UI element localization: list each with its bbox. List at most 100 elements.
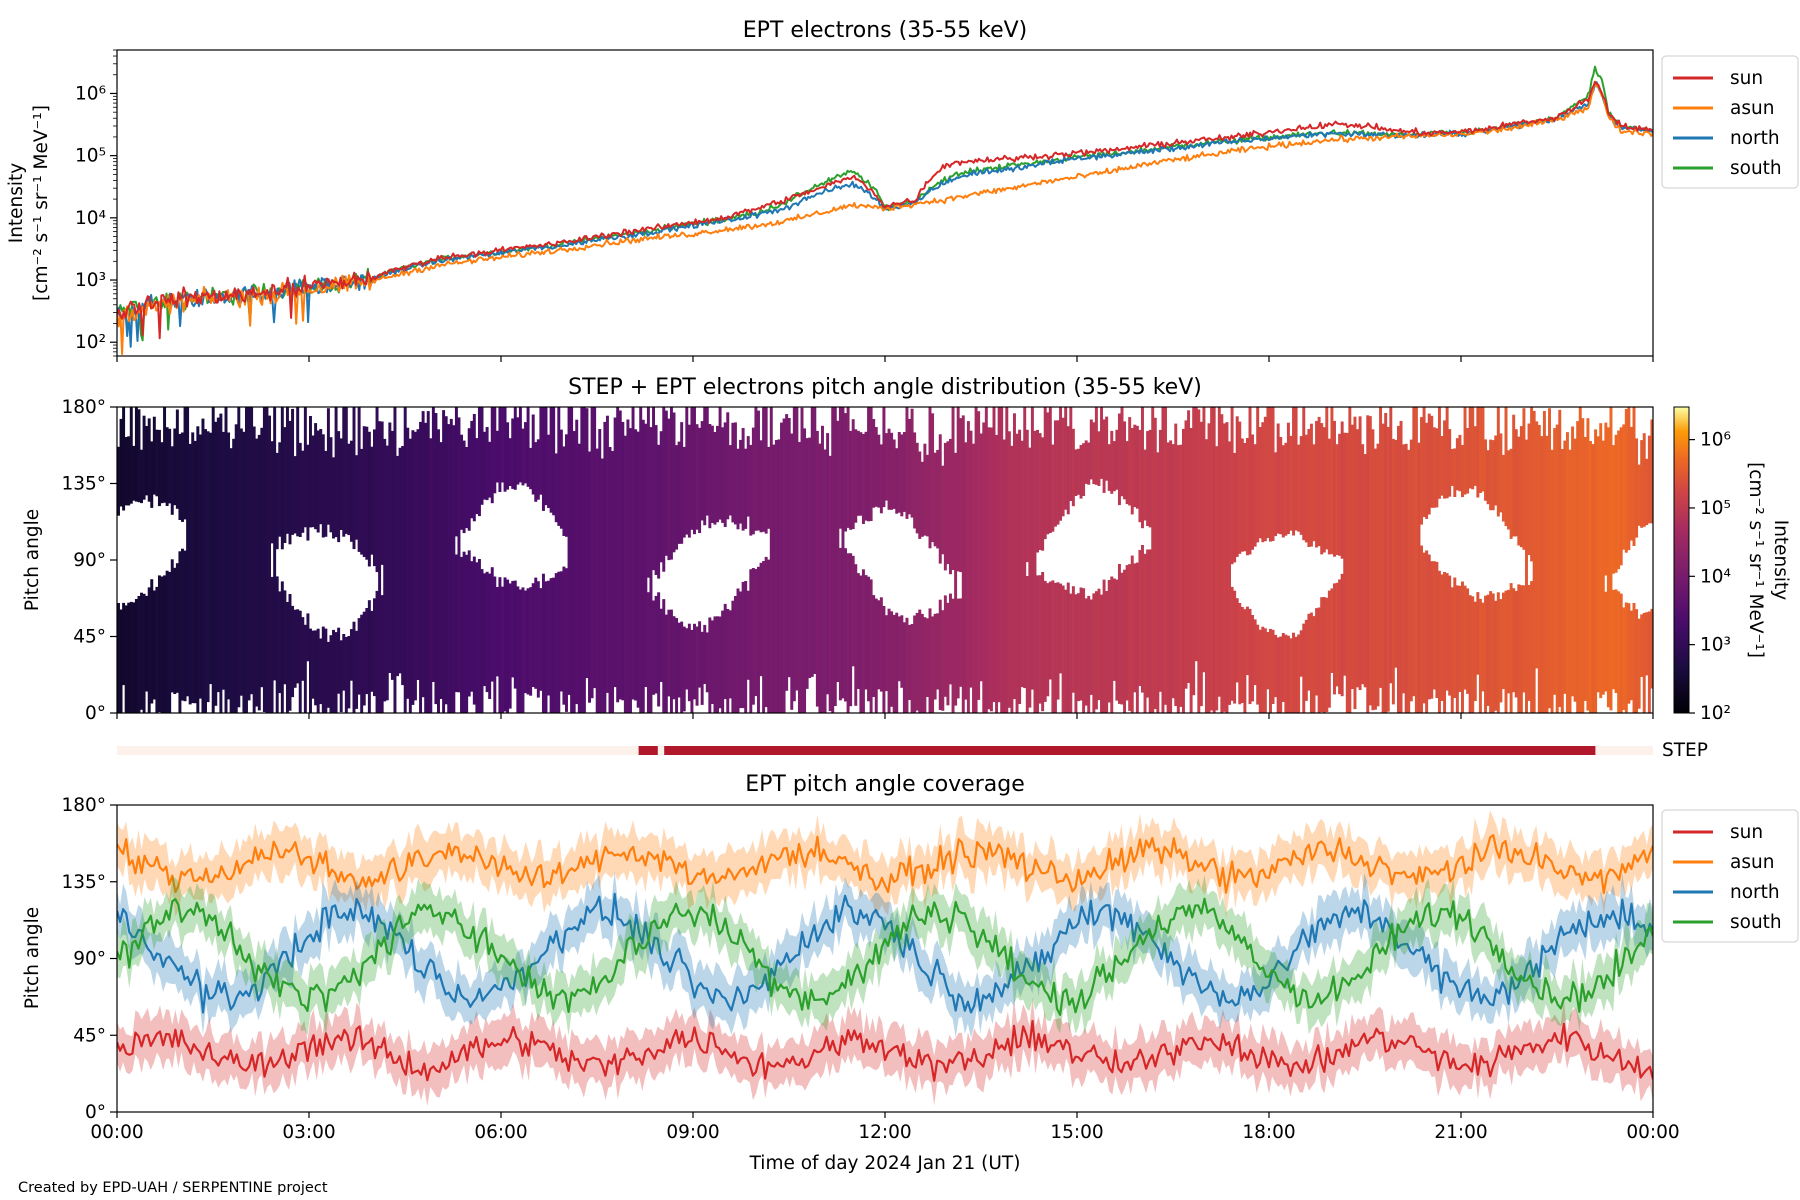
heatmap-cell (421, 411, 425, 698)
heatmap-cell (216, 417, 220, 693)
heatmap-cell (1476, 407, 1480, 498)
heatmap-cell (378, 421, 382, 713)
heatmap-cell (1018, 429, 1022, 704)
heatmap-cell (326, 408, 330, 525)
intensity-panel: EPT electrons (35-55 keV) 10²10³10⁴10⁵10… (6, 18, 1799, 362)
heatmap-cell (1292, 632, 1295, 713)
heatmap-cell (508, 438, 512, 486)
heatmap-cell (708, 424, 712, 529)
heatmap-cell (854, 564, 858, 706)
heatmap-cell (544, 581, 548, 713)
heatmap-cell (536, 581, 540, 698)
heatmap-cell (700, 631, 704, 705)
heatmap-cell (895, 448, 899, 514)
heatmap-cell (1443, 420, 1447, 499)
coverage-panel: EPT pitch angle coverage 0° 45° 90° 135° 180… (22, 772, 1799, 1174)
step-label: STEP (1662, 740, 1708, 761)
heatmap-cell (1581, 418, 1585, 713)
heatmap-cell (1238, 603, 1242, 705)
coverage-lines (117, 810, 1653, 1107)
heatmap-cell (419, 421, 423, 713)
heatmap-cell (137, 596, 141, 713)
heatmap-cell (708, 617, 712, 713)
heatmap-cell (129, 601, 133, 713)
heatmap-cell (521, 428, 525, 486)
heatmap-cell (641, 419, 645, 713)
coverage-x-ticks: 00:00 03:00 06:00 09:00 12:00 15:00 18:00 21:00… (90, 1112, 1680, 1143)
heatmap-cell (477, 559, 481, 713)
heatmap-cell (355, 630, 359, 709)
heatmap-cell (1212, 407, 1216, 713)
heatmap-cell (959, 598, 963, 687)
heatmap-cell (859, 432, 863, 516)
heatmap-cell (454, 407, 458, 537)
heatmap-cell (928, 407, 932, 549)
heatmap-cell (1389, 407, 1393, 684)
heatmap-cell (1284, 442, 1288, 536)
heatmap-cell (367, 431, 371, 567)
heatmap-cell (905, 617, 909, 713)
heatmap-cell (365, 608, 369, 695)
heatmap-cell (1243, 609, 1247, 713)
y-tick-label: 10³ (75, 270, 106, 291)
heatmap-cell (677, 441, 681, 544)
heatmap-cell (547, 580, 551, 696)
heatmap-cell (751, 568, 755, 705)
heatmap-cell (1501, 454, 1505, 522)
heatmap-cell (908, 624, 911, 700)
heatmap-cell (1309, 612, 1313, 713)
heatmap-cell (1399, 420, 1403, 713)
heatmap-cell (1077, 448, 1080, 495)
heatmap-cell (1079, 587, 1083, 701)
pad-heatmap (117, 407, 1653, 713)
heatmap-cell (296, 609, 300, 684)
intensity-series-sun (117, 81, 1653, 340)
heatmap-cell (1020, 440, 1024, 688)
heatmap-cell (741, 581, 745, 709)
heatmap-cell (861, 434, 865, 524)
heatmap-cell (639, 407, 643, 713)
heatmap-cell (675, 618, 679, 713)
heatmap-cell (1240, 607, 1244, 703)
coverage-band-asun (117, 810, 1653, 919)
heatmap-cell (1397, 425, 1400, 713)
heatmap-cell (849, 553, 853, 707)
heatmap-cell (209, 432, 213, 685)
heatmap-cell (1604, 422, 1608, 576)
heatmap-cell (1458, 585, 1462, 692)
heatmap-cell (155, 586, 159, 713)
heatmap-cell (925, 454, 929, 537)
heatmap-cell (1627, 407, 1631, 551)
heatmap-cell (1279, 636, 1283, 713)
heatmap-cell (321, 626, 325, 713)
heatmap-cell (905, 407, 909, 519)
heatmap-cell (1437, 570, 1441, 713)
heatmap-cell (1128, 417, 1132, 506)
heatmap-cell (1312, 616, 1316, 713)
heatmap-cell (1422, 552, 1426, 704)
heatmap-cell (316, 628, 320, 713)
heatmap-cell (626, 419, 630, 713)
heatmap-cell (352, 407, 356, 550)
heatmap-cell (1256, 407, 1260, 543)
heatmap-cell (1381, 423, 1385, 713)
heatmap-cell (1199, 421, 1203, 707)
heatmap-cell (498, 407, 502, 492)
heatmap-cell (818, 443, 822, 713)
heatmap-cell (887, 428, 891, 510)
heatmap-cell (306, 613, 310, 662)
heatmap-cell (695, 424, 699, 530)
heatmap-cell (1069, 407, 1073, 501)
heatmap-cell (1148, 429, 1152, 528)
step-interval (638, 746, 658, 755)
heatmap-cell (1647, 611, 1651, 713)
heatmap-cell (447, 424, 451, 713)
heatmap-cell (1335, 444, 1339, 555)
heatmap-cell (838, 407, 842, 529)
heatmap-cell (956, 598, 960, 699)
heatmap-cell (1583, 437, 1587, 701)
heatmap-cell (1614, 434, 1618, 573)
heatmap-cell (324, 450, 328, 537)
heatmap-cell (1476, 592, 1480, 675)
heatmap-cell (1386, 426, 1390, 712)
